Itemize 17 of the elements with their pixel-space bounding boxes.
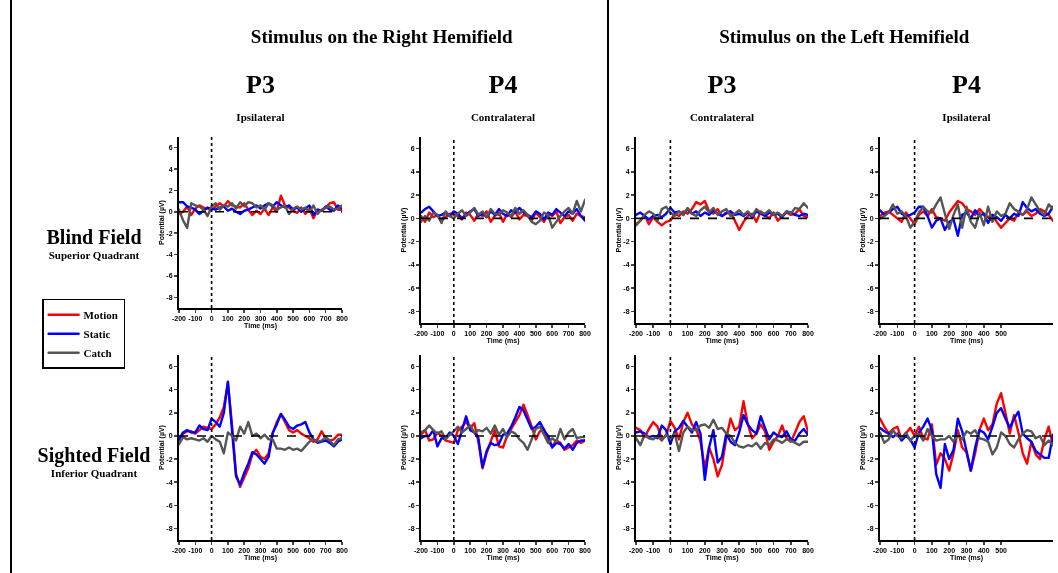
text: Sighted Field bbox=[37, 444, 151, 467]
text: Superior Quadrant bbox=[48, 249, 140, 261]
chart-title: P4 bbox=[488, 70, 518, 100]
chart-subtitle: Ipsilateral bbox=[942, 110, 991, 123]
legend-label: Static bbox=[83, 328, 111, 341]
legend-label: Motion bbox=[83, 309, 118, 322]
chart-subtitle: Contralateral bbox=[470, 110, 536, 123]
text: Blind Field bbox=[46, 226, 142, 249]
text: Stimulus on the Right Hemifield bbox=[250, 26, 513, 48]
text: Inferior Quadrant bbox=[50, 467, 138, 479]
legend-label: Catch bbox=[83, 347, 112, 360]
text: Stimulus on the Left Hemifield bbox=[719, 26, 970, 48]
chart-subtitle: Ipsilateral bbox=[236, 110, 285, 123]
chart-title: P3 bbox=[707, 70, 737, 100]
chart-subtitle: Contralateral bbox=[689, 110, 755, 123]
chart-title: P3 bbox=[246, 70, 275, 100]
chart-title: P4 bbox=[952, 70, 981, 100]
